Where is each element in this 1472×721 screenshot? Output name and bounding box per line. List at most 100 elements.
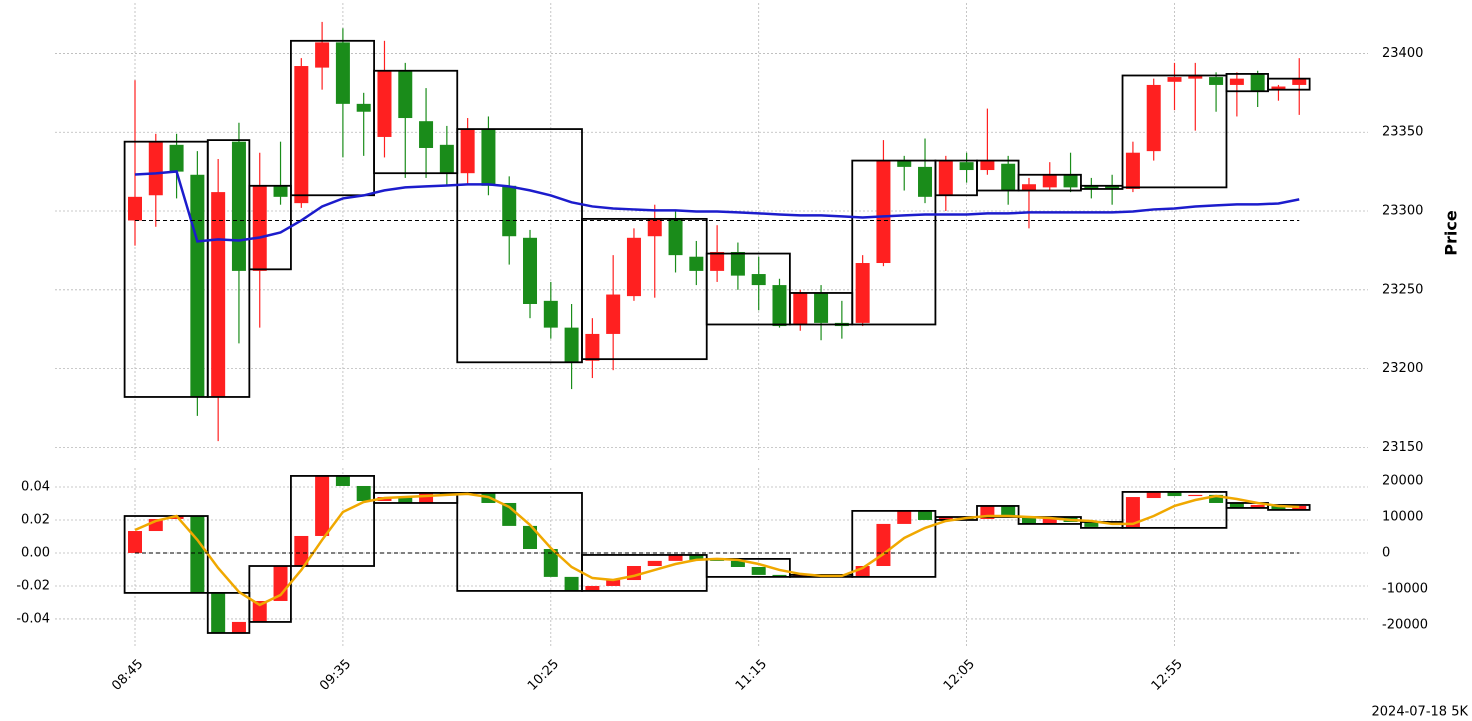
candle-body xyxy=(294,535,309,567)
candle-body xyxy=(356,103,371,112)
candle-body xyxy=(772,285,787,327)
candle-body xyxy=(543,549,558,577)
candle-body xyxy=(1250,504,1265,508)
candle-body xyxy=(315,42,330,68)
candle-body xyxy=(419,121,434,148)
candle-body xyxy=(1250,73,1265,92)
box xyxy=(851,509,937,578)
candle-body xyxy=(1084,521,1099,527)
candle-body xyxy=(1209,494,1224,503)
candle-body xyxy=(647,560,662,567)
candle-body xyxy=(315,475,330,536)
x-tick-label: 09:35 xyxy=(317,657,354,694)
candle-body xyxy=(793,292,808,325)
x-tick-label: 10:25 xyxy=(525,657,562,694)
candle-body xyxy=(1001,163,1016,191)
candle-body xyxy=(1001,505,1016,518)
y-tick-label: 23350 xyxy=(1382,125,1423,140)
candle-body xyxy=(585,333,600,361)
candle-body xyxy=(273,185,288,197)
candle-body xyxy=(1188,75,1203,79)
x-tick-label: 12:05 xyxy=(941,657,978,694)
y-tick-label: -0.04 xyxy=(16,611,50,626)
candle-body xyxy=(1021,184,1036,191)
box xyxy=(248,565,292,623)
y-tick-label: 23150 xyxy=(1382,440,1423,455)
candle-body xyxy=(211,592,226,633)
candle-body xyxy=(1271,86,1286,90)
candle-body xyxy=(1167,77,1182,82)
candle-body xyxy=(335,42,350,104)
candle-body xyxy=(231,621,246,633)
box xyxy=(1121,74,1228,189)
candle-body xyxy=(918,510,933,520)
candle-body xyxy=(959,162,974,171)
candle-body xyxy=(980,160,995,171)
candle-body xyxy=(1209,77,1224,85)
box xyxy=(290,475,375,567)
candle-body xyxy=(793,574,808,577)
candle-body xyxy=(855,263,870,323)
candle-body xyxy=(876,523,891,567)
candle-body xyxy=(419,492,434,503)
candle-body xyxy=(1125,497,1140,528)
box xyxy=(1121,491,1228,529)
candle-body xyxy=(398,497,413,503)
candle-body xyxy=(710,559,725,561)
candle-body xyxy=(502,185,517,237)
candle-body xyxy=(231,141,246,271)
candle-body xyxy=(1229,502,1244,508)
candle-body xyxy=(1063,174,1078,188)
y-tick-label: 23300 xyxy=(1382,204,1423,219)
candle-body xyxy=(1042,174,1057,188)
candle-body xyxy=(814,292,829,323)
box xyxy=(1267,77,1311,91)
y-tick-label: 23400 xyxy=(1382,46,1423,61)
candle-body xyxy=(689,256,704,271)
box xyxy=(456,128,583,364)
y-tick-label: -0.02 xyxy=(16,578,50,593)
box xyxy=(1017,173,1082,192)
candle-body xyxy=(128,196,142,221)
x-tick-label: 11:15 xyxy=(733,657,770,694)
candle-body xyxy=(460,129,475,174)
candle-body xyxy=(1042,517,1057,524)
y-tick-label: 23200 xyxy=(1382,361,1423,376)
box xyxy=(456,492,583,592)
candle-body xyxy=(1146,491,1161,499)
x-tick-label: 08:45 xyxy=(109,657,146,694)
candle-body xyxy=(855,566,870,577)
candle-body xyxy=(169,144,184,172)
candle-body xyxy=(252,600,267,622)
y2-tick-label: -20000 xyxy=(1382,617,1428,632)
y2-tick-label: 0 xyxy=(1382,545,1390,560)
y-tick-label: 0.04 xyxy=(21,479,50,494)
candle-body xyxy=(1188,494,1203,497)
candle-body xyxy=(647,218,662,237)
candle-body xyxy=(523,237,538,304)
candle-body xyxy=(751,566,766,575)
candle-body xyxy=(148,141,163,196)
candle-body xyxy=(1146,84,1161,152)
candle-body xyxy=(128,531,142,553)
candle-body xyxy=(938,160,953,196)
candle-body xyxy=(356,485,371,501)
candle-body xyxy=(897,510,912,524)
candle-body xyxy=(252,185,267,271)
box xyxy=(373,69,459,175)
annotation: 2024-07-18 5K xyxy=(1372,705,1469,720)
box xyxy=(1267,504,1311,511)
candle-body xyxy=(564,327,579,363)
box xyxy=(705,252,791,326)
box xyxy=(705,558,791,578)
candle-body xyxy=(730,251,745,276)
candle-body xyxy=(1105,185,1120,189)
candle-body xyxy=(689,554,704,560)
candle-body xyxy=(876,160,891,264)
candle-body xyxy=(730,560,745,567)
candle-body xyxy=(543,300,558,328)
candle-body xyxy=(897,160,912,167)
candle-body xyxy=(918,166,933,197)
